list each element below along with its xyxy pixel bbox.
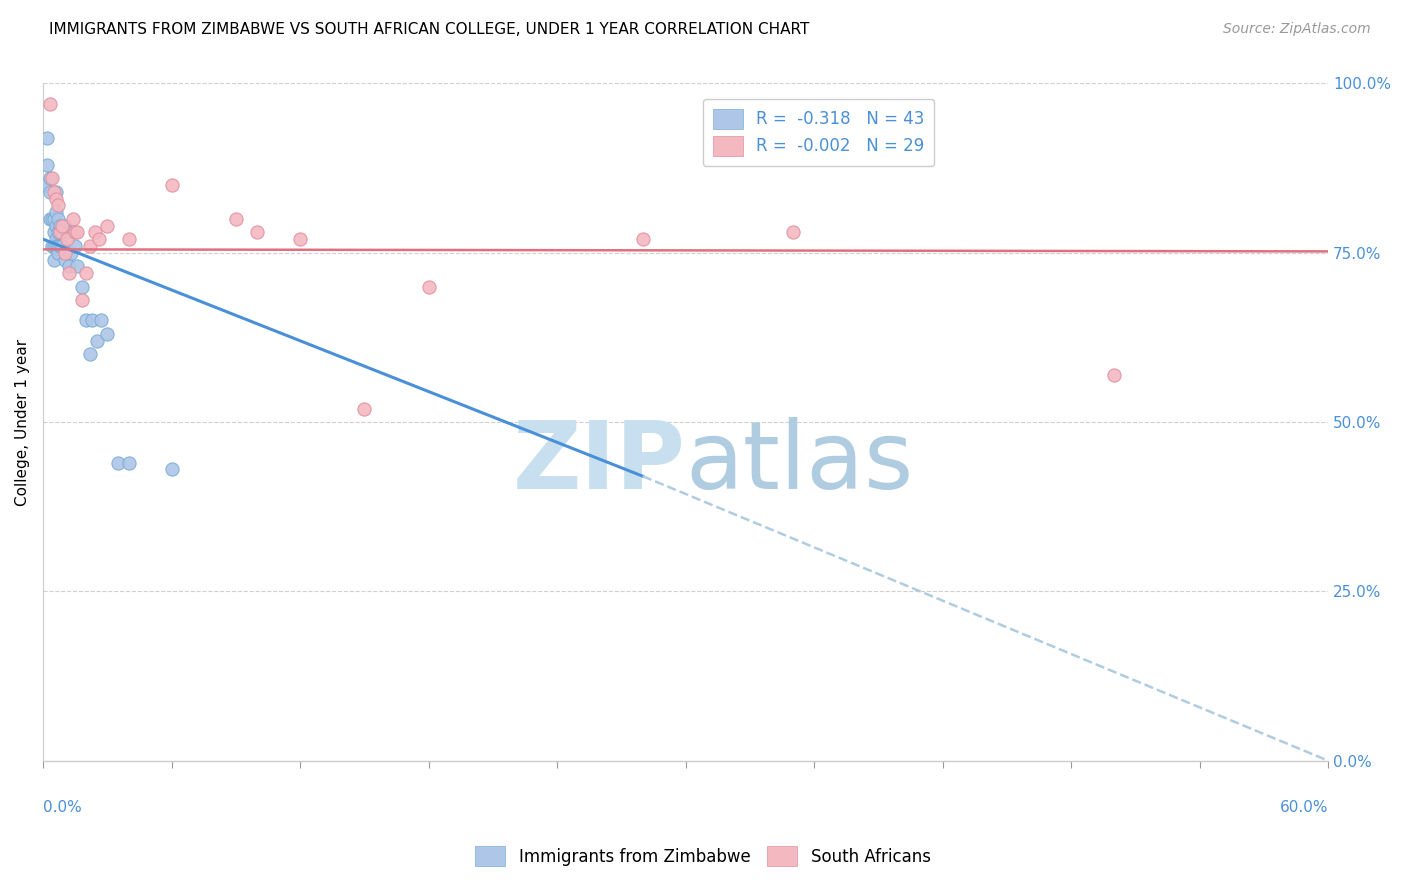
Point	[49, 226, 72, 240]
Point	[51, 239, 73, 253]
Point	[160, 462, 183, 476]
Point	[42, 252, 65, 267]
Point	[58, 266, 80, 280]
Point	[42, 239, 65, 253]
Point	[38, 185, 60, 199]
Point	[41, 239, 63, 253]
Point	[41, 211, 63, 226]
Y-axis label: College, Under 1 year: College, Under 1 year	[15, 338, 30, 506]
Point	[49, 239, 72, 253]
Point	[45, 219, 67, 233]
Point	[290, 232, 312, 246]
Point	[38, 211, 60, 226]
Point	[82, 313, 104, 327]
Point	[96, 326, 118, 341]
Legend: R =  -0.318   N = 43, R =  -0.002   N = 29: R = -0.318 N = 43, R = -0.002 N = 29	[703, 98, 935, 166]
Point	[70, 293, 93, 307]
Text: 0.0%: 0.0%	[44, 799, 82, 814]
Point	[66, 226, 89, 240]
Point	[353, 401, 375, 416]
Point	[46, 245, 69, 260]
Point	[75, 266, 97, 280]
Point	[96, 219, 118, 233]
Point	[418, 279, 440, 293]
Point	[631, 232, 654, 246]
Text: Source: ZipAtlas.com: Source: ZipAtlas.com	[1223, 22, 1371, 37]
Point	[46, 226, 69, 240]
Point	[70, 279, 93, 293]
Point	[86, 334, 108, 348]
Point	[46, 211, 69, 226]
Point	[782, 226, 804, 240]
Point	[45, 232, 67, 246]
Text: IMMIGRANTS FROM ZIMBABWE VS SOUTH AFRICAN COLLEGE, UNDER 1 YEAR CORRELATION CHAR: IMMIGRANTS FROM ZIMBABWE VS SOUTH AFRICA…	[49, 22, 810, 37]
Point	[79, 239, 101, 253]
Point	[55, 226, 77, 240]
Point	[46, 239, 69, 253]
Point	[45, 192, 67, 206]
Point	[42, 185, 65, 199]
Point	[53, 219, 76, 233]
Point	[107, 456, 129, 470]
Point	[83, 226, 105, 240]
Point	[87, 232, 110, 246]
Point	[51, 219, 73, 233]
Point	[55, 232, 77, 246]
Point	[118, 232, 141, 246]
Point	[38, 171, 60, 186]
Point	[45, 185, 67, 199]
Point	[41, 171, 63, 186]
Point	[53, 252, 76, 267]
Legend: Immigrants from Zimbabwe, South Africans: Immigrants from Zimbabwe, South Africans	[468, 839, 938, 873]
Point	[45, 205, 67, 219]
Point	[45, 239, 67, 253]
Text: atlas: atlas	[686, 417, 914, 508]
Point	[79, 347, 101, 361]
Point	[90, 313, 112, 327]
Point	[49, 219, 72, 233]
Point	[62, 211, 84, 226]
Point	[160, 178, 183, 192]
Text: 60.0%: 60.0%	[1279, 799, 1329, 814]
Point	[38, 96, 60, 111]
Point	[49, 226, 72, 240]
Point	[75, 313, 97, 327]
Point	[34, 178, 56, 192]
Point	[118, 456, 141, 470]
Point	[66, 260, 89, 274]
Point	[42, 211, 65, 226]
Point	[1102, 368, 1125, 382]
Point	[46, 198, 69, 212]
Point	[60, 245, 83, 260]
Point	[37, 130, 59, 145]
Point	[65, 239, 87, 253]
Point	[37, 158, 59, 172]
Point	[42, 226, 65, 240]
Point	[246, 226, 269, 240]
Point	[53, 245, 76, 260]
Point	[51, 226, 73, 240]
Text: ZIP: ZIP	[513, 417, 686, 508]
Point	[58, 260, 80, 274]
Point	[225, 211, 247, 226]
Point	[65, 226, 87, 240]
